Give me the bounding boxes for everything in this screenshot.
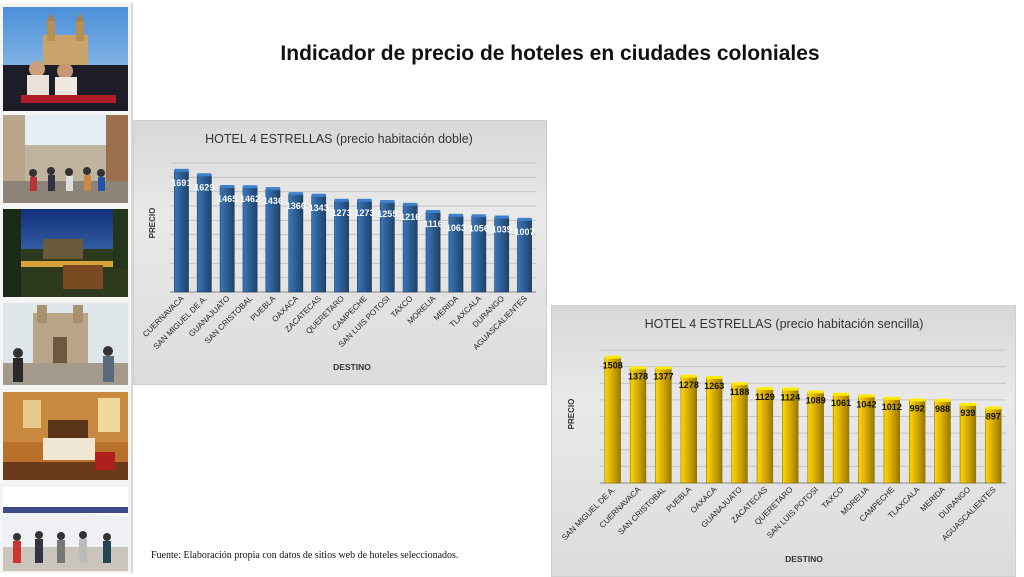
chart-single-room: HOTEL 4 ESTRELLAS (precio habitación sen… [551, 305, 1016, 577]
bar-2 [629, 368, 647, 484]
bar-3 [655, 368, 672, 484]
bar-cap [517, 217, 532, 221]
bar-4 [680, 376, 697, 484]
bar-cap [630, 366, 646, 370]
y-axis-label: PRECIO [148, 208, 157, 239]
y-axis-label: PRECIO [567, 399, 576, 430]
bar-cap [403, 202, 418, 206]
photo-hotel-room [3, 392, 128, 480]
chart-title: HOTEL 4 ESTRELLAS (precio habitación sen… [645, 317, 924, 331]
x-axis-label: DESTINO [333, 362, 371, 372]
data-label: 1377 [653, 372, 673, 382]
data-label: 988 [935, 404, 950, 414]
bar-cap [334, 198, 349, 202]
data-label: 1273 [354, 208, 374, 218]
bar-10 [832, 394, 850, 484]
data-label: 1116 [424, 219, 443, 229]
data-label: 1263 [704, 381, 724, 391]
data-label: 1039 [492, 225, 512, 235]
data-label: 1129 [755, 392, 775, 402]
chart-single-room-svg: HOTEL 4 ESTRELLAS (precio habitación sen… [560, 317, 1006, 564]
photo-terrace-night [3, 209, 128, 297]
bar-cap [380, 200, 395, 204]
data-label: 1378 [628, 371, 648, 381]
data-label: 1436 [263, 196, 283, 206]
data-label: 1465 [217, 194, 237, 204]
bar-cap [494, 215, 509, 219]
data-label: 992 [910, 404, 925, 414]
data-label: 1366 [286, 201, 306, 211]
data-label: 1343 [309, 203, 329, 213]
bar-6 [731, 383, 748, 484]
data-label: 1216 [400, 212, 420, 222]
bar-9 [807, 392, 824, 484]
data-label: 1089 [806, 395, 826, 405]
data-label: 1462 [240, 194, 260, 204]
bar-cap [425, 210, 441, 214]
data-label: 1042 [856, 399, 876, 409]
data-label: 1188 [730, 387, 750, 397]
data-label: 1061 [831, 398, 851, 408]
chart-title: HOTEL 4 ESTRELLAS (precio habitación dob… [205, 132, 473, 146]
bar-cap [858, 394, 875, 398]
bar-cap [782, 387, 799, 391]
bar-cap [174, 168, 189, 172]
bar-cap [680, 374, 697, 378]
bar-cap [357, 198, 372, 202]
data-label: 939 [960, 408, 975, 418]
bar-cap [220, 185, 235, 189]
bar-cap [807, 390, 824, 394]
data-label: 1255 [377, 209, 397, 219]
data-label: 1007 [515, 227, 535, 237]
x-tick-label: SAN CRISTOBAL [616, 485, 668, 537]
bar-5 [706, 377, 723, 484]
bar-cap [197, 173, 212, 177]
data-label: 897 [986, 411, 1001, 421]
bar-cap [909, 398, 926, 402]
photo-mall-shoppers [3, 487, 128, 571]
bar-cap [833, 392, 849, 396]
bar-cap [242, 185, 258, 189]
photo-strip [0, 3, 133, 573]
photo-cathedral-couple [3, 7, 128, 111]
bar-cap [934, 398, 951, 402]
data-label: 1508 [603, 361, 623, 371]
bar-cap [757, 387, 773, 391]
bar-cap [448, 213, 464, 217]
bar-7 [756, 388, 774, 484]
bar-cap [883, 396, 900, 400]
bar-cap [265, 187, 281, 191]
chart-double-room: HOTEL 4 ESTRELLAS (precio habitación dob… [133, 120, 547, 385]
source-note: Fuente: Elaboración propia con datos de … [151, 550, 459, 561]
bar-1 [174, 170, 189, 293]
bar-cap [960, 402, 976, 406]
chart-double-room-svg: HOTEL 4 ESTRELLAS (precio habitación dob… [141, 132, 536, 372]
data-label: 1124 [781, 393, 801, 403]
page-title: Indicador de precio de hoteles en ciudad… [280, 42, 820, 65]
bar-1 [604, 357, 621, 484]
bar-8 [782, 389, 799, 484]
data-label: 1273 [332, 208, 352, 218]
bar-cap [706, 376, 723, 380]
data-label: 1691 [171, 178, 191, 188]
x-axis-label: DESTINO [785, 554, 823, 564]
bar-cap [471, 214, 486, 218]
bar-cap [604, 355, 621, 359]
bar-cap [288, 192, 303, 196]
data-label: 1012 [882, 402, 902, 412]
data-label: 1629 [194, 182, 214, 192]
photo-church-tourists [3, 303, 128, 385]
bar-cap [311, 193, 326, 197]
data-label: 1056 [469, 223, 489, 233]
bar-cap [731, 382, 748, 386]
photo-street-crowd [3, 115, 128, 203]
data-label: 1063 [446, 223, 466, 233]
data-label: 1278 [679, 380, 699, 390]
bar-cap [985, 406, 1002, 410]
bar-2 [196, 174, 212, 293]
bar-cap [655, 366, 672, 370]
